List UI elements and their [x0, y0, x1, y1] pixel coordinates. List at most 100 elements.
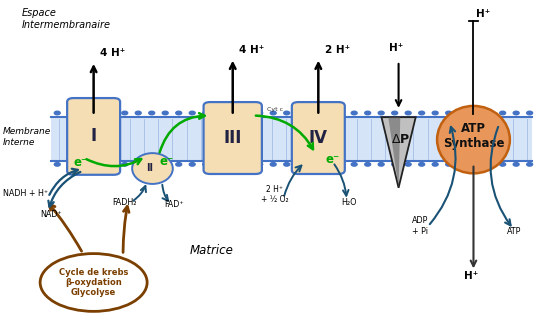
Circle shape	[270, 162, 276, 166]
Text: ADP
+ Pi: ADP + Pi	[412, 216, 429, 236]
Circle shape	[486, 111, 492, 115]
Text: Membrane
Interne: Membrane Interne	[3, 127, 51, 147]
Bar	[51, 117, 532, 160]
Circle shape	[500, 111, 506, 115]
Text: Matrice: Matrice	[190, 244, 234, 257]
Circle shape	[392, 162, 398, 166]
Circle shape	[526, 111, 532, 115]
Ellipse shape	[40, 254, 147, 311]
Text: Cycle de krebs
β-oxydation
Glycolyse: Cycle de krebs β-oxydation Glycolyse	[59, 268, 128, 297]
Text: H₂O: H₂O	[341, 198, 357, 207]
Circle shape	[216, 162, 222, 166]
Circle shape	[405, 111, 411, 115]
Circle shape	[365, 111, 371, 115]
Text: H⁺: H⁺	[476, 9, 490, 20]
Circle shape	[203, 162, 209, 166]
Circle shape	[270, 111, 276, 115]
Text: Cyt c: Cyt c	[268, 107, 284, 112]
Text: $\Delta$P: $\Delta$P	[391, 133, 410, 146]
Text: e⁻: e⁻	[325, 153, 340, 166]
Text: ATP
Synthase: ATP Synthase	[443, 122, 504, 151]
Circle shape	[95, 111, 101, 115]
Circle shape	[365, 162, 371, 166]
FancyBboxPatch shape	[203, 102, 262, 174]
Circle shape	[284, 111, 289, 115]
Text: 4 H⁺: 4 H⁺	[239, 45, 264, 55]
Text: I: I	[90, 127, 97, 145]
Text: 2 H⁺: 2 H⁺	[325, 45, 350, 55]
Text: Espace
Intermembranaire: Espace Intermembranaire	[21, 8, 110, 30]
Circle shape	[162, 111, 168, 115]
Circle shape	[149, 111, 155, 115]
Circle shape	[230, 111, 235, 115]
Circle shape	[324, 162, 330, 166]
Circle shape	[149, 162, 155, 166]
Circle shape	[513, 111, 519, 115]
FancyBboxPatch shape	[292, 102, 345, 174]
Circle shape	[189, 162, 195, 166]
Circle shape	[405, 162, 411, 166]
Circle shape	[135, 111, 141, 115]
Circle shape	[122, 162, 128, 166]
Circle shape	[432, 111, 438, 115]
Circle shape	[230, 162, 235, 166]
Circle shape	[162, 162, 168, 166]
Text: e⁻: e⁻	[74, 156, 88, 169]
Circle shape	[378, 111, 384, 115]
Circle shape	[419, 162, 425, 166]
Circle shape	[311, 111, 317, 115]
Text: 4 H⁺: 4 H⁺	[100, 48, 125, 58]
Circle shape	[311, 162, 317, 166]
Circle shape	[419, 111, 425, 115]
Circle shape	[473, 111, 479, 115]
Circle shape	[351, 162, 357, 166]
Text: e⁻: e⁻	[159, 155, 174, 168]
Circle shape	[55, 111, 60, 115]
Ellipse shape	[437, 106, 510, 173]
FancyBboxPatch shape	[67, 98, 120, 175]
Circle shape	[243, 111, 249, 115]
Circle shape	[297, 162, 303, 166]
Ellipse shape	[132, 153, 173, 184]
Circle shape	[243, 162, 249, 166]
Circle shape	[459, 162, 465, 166]
Circle shape	[338, 162, 343, 166]
Circle shape	[257, 162, 263, 166]
Text: IV: IV	[309, 129, 328, 147]
Circle shape	[338, 111, 343, 115]
Circle shape	[95, 162, 101, 166]
Circle shape	[284, 162, 289, 166]
Text: NAD⁺: NAD⁺	[40, 210, 62, 219]
Circle shape	[55, 162, 60, 166]
Circle shape	[68, 162, 74, 166]
Circle shape	[216, 111, 222, 115]
Circle shape	[81, 111, 87, 115]
Circle shape	[526, 162, 532, 166]
Circle shape	[446, 111, 452, 115]
Circle shape	[108, 162, 114, 166]
Text: H⁺: H⁺	[464, 271, 478, 281]
Circle shape	[446, 162, 452, 166]
Circle shape	[189, 111, 195, 115]
Circle shape	[500, 162, 506, 166]
Text: ATP: ATP	[507, 227, 522, 236]
Circle shape	[513, 162, 519, 166]
Circle shape	[122, 111, 128, 115]
Polygon shape	[381, 117, 416, 188]
Circle shape	[81, 162, 87, 166]
Circle shape	[486, 162, 492, 166]
Circle shape	[257, 111, 263, 115]
Circle shape	[176, 162, 182, 166]
Circle shape	[108, 111, 114, 115]
Circle shape	[378, 162, 384, 166]
Text: III: III	[224, 129, 242, 147]
Circle shape	[459, 111, 465, 115]
Text: FADH₂: FADH₂	[112, 198, 137, 207]
Text: 2 H⁺
+ ½ O₂: 2 H⁺ + ½ O₂	[261, 185, 289, 204]
Text: NADH + H⁺: NADH + H⁺	[3, 189, 48, 198]
Circle shape	[176, 111, 182, 115]
Circle shape	[432, 162, 438, 166]
Text: II: II	[146, 162, 154, 173]
Circle shape	[135, 162, 141, 166]
Circle shape	[203, 111, 209, 115]
